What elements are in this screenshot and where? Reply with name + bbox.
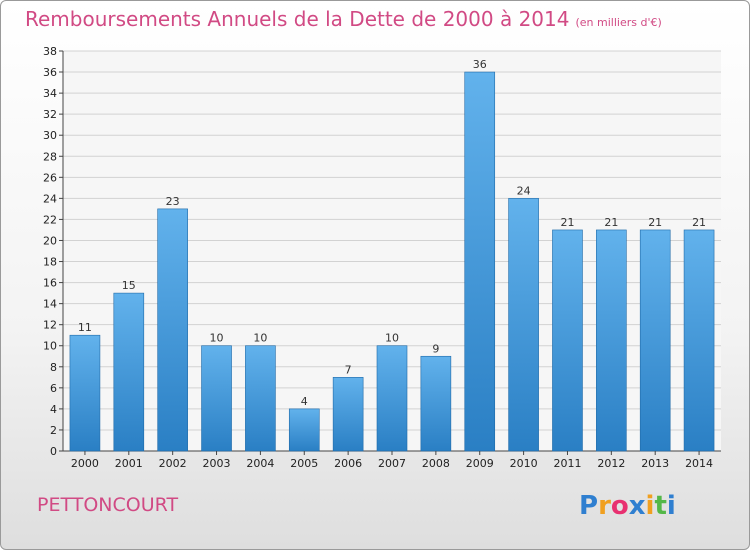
y-tick-label: 22 — [43, 213, 57, 226]
y-tick-label: 12 — [43, 319, 57, 332]
y-tick-label: 0 — [50, 445, 57, 458]
y-tick-label: 30 — [43, 129, 57, 142]
x-tick-label: 2004 — [246, 457, 274, 470]
bar-value-label: 21 — [692, 216, 706, 229]
y-tick-label: 20 — [43, 234, 57, 247]
bar — [552, 229, 583, 452]
chart-title-text: Remboursements Annuels de la Dette de 20… — [25, 7, 570, 31]
y-tick-label: 4 — [50, 403, 57, 416]
bar — [376, 345, 408, 452]
bar — [113, 292, 145, 452]
bar — [332, 377, 364, 452]
bar-value-label: 15 — [122, 279, 136, 292]
x-tick-label: 2011 — [553, 457, 581, 470]
chart-subtitle: (en milliers d'€) — [575, 16, 662, 29]
bar-value-label: 21 — [560, 216, 574, 229]
bar-value-label: 10 — [210, 332, 224, 345]
bar-value-label: 4 — [301, 395, 308, 408]
y-tick-label: 24 — [43, 192, 57, 205]
bar — [683, 229, 715, 452]
bar-value-label: 21 — [604, 216, 618, 229]
x-tick-label: 2009 — [466, 457, 494, 470]
logo-letter: r — [598, 491, 611, 521]
y-tick-label: 16 — [43, 277, 57, 290]
logo-letter: i — [645, 491, 655, 521]
y-tick-label: 34 — [43, 87, 57, 100]
y-tick-label: 18 — [43, 256, 57, 269]
x-tick-label: 2000 — [71, 457, 99, 470]
y-tick-label: 36 — [43, 66, 57, 79]
y-tick-label: 26 — [43, 171, 57, 184]
bar — [464, 71, 496, 452]
bar-value-label: 10 — [385, 332, 399, 345]
bar — [157, 208, 188, 452]
bar — [245, 345, 276, 452]
bar-value-label: 23 — [166, 195, 180, 208]
x-tick-label: 2003 — [203, 457, 231, 470]
commune-name: PETTONCOURT — [37, 494, 179, 516]
bar-value-label: 10 — [253, 332, 267, 345]
y-tick-label: 8 — [50, 361, 57, 374]
x-tick-label: 2006 — [334, 457, 362, 470]
logo-letter: i — [666, 491, 676, 521]
y-tick-label: 10 — [43, 340, 57, 353]
bar-value-label: 9 — [432, 342, 439, 355]
proxiti-logo: Proxiti — [579, 491, 676, 521]
bar-value-label: 36 — [473, 58, 487, 71]
bar — [420, 355, 452, 452]
x-tick-label: 2001 — [115, 457, 143, 470]
y-tick-label: 38 — [43, 45, 57, 58]
chart-title: Remboursements Annuels de la Dette de 20… — [25, 7, 662, 31]
logo-letter: P — [579, 491, 599, 521]
bar-value-label: 7 — [345, 363, 352, 376]
x-tick-label: 2007 — [378, 457, 406, 470]
bar — [596, 229, 627, 452]
y-tick-label: 6 — [50, 382, 57, 395]
x-tick-label: 2010 — [510, 457, 538, 470]
logo-letter: o — [610, 491, 629, 521]
bar — [288, 408, 320, 452]
x-tick-label: 2008 — [422, 457, 450, 470]
bar-value-label: 21 — [648, 216, 662, 229]
x-tick-label: 2002 — [159, 457, 187, 470]
y-tick-label: 14 — [43, 298, 57, 311]
bar — [69, 334, 101, 452]
x-tick-label: 2005 — [290, 457, 318, 470]
x-tick-label: 2013 — [641, 457, 669, 470]
x-tick-label: 2012 — [597, 457, 625, 470]
bar-value-label: 11 — [78, 321, 92, 334]
bar — [201, 345, 232, 452]
x-tick-label: 2014 — [685, 457, 713, 470]
y-tick-label: 32 — [43, 108, 57, 121]
y-tick-label: 2 — [50, 424, 57, 437]
bar — [639, 229, 671, 452]
bar — [508, 198, 539, 452]
y-tick-label: 28 — [43, 150, 57, 163]
logo-letter: x — [628, 491, 646, 521]
logo-letter: t — [654, 491, 667, 521]
bar-value-label: 24 — [517, 184, 531, 197]
